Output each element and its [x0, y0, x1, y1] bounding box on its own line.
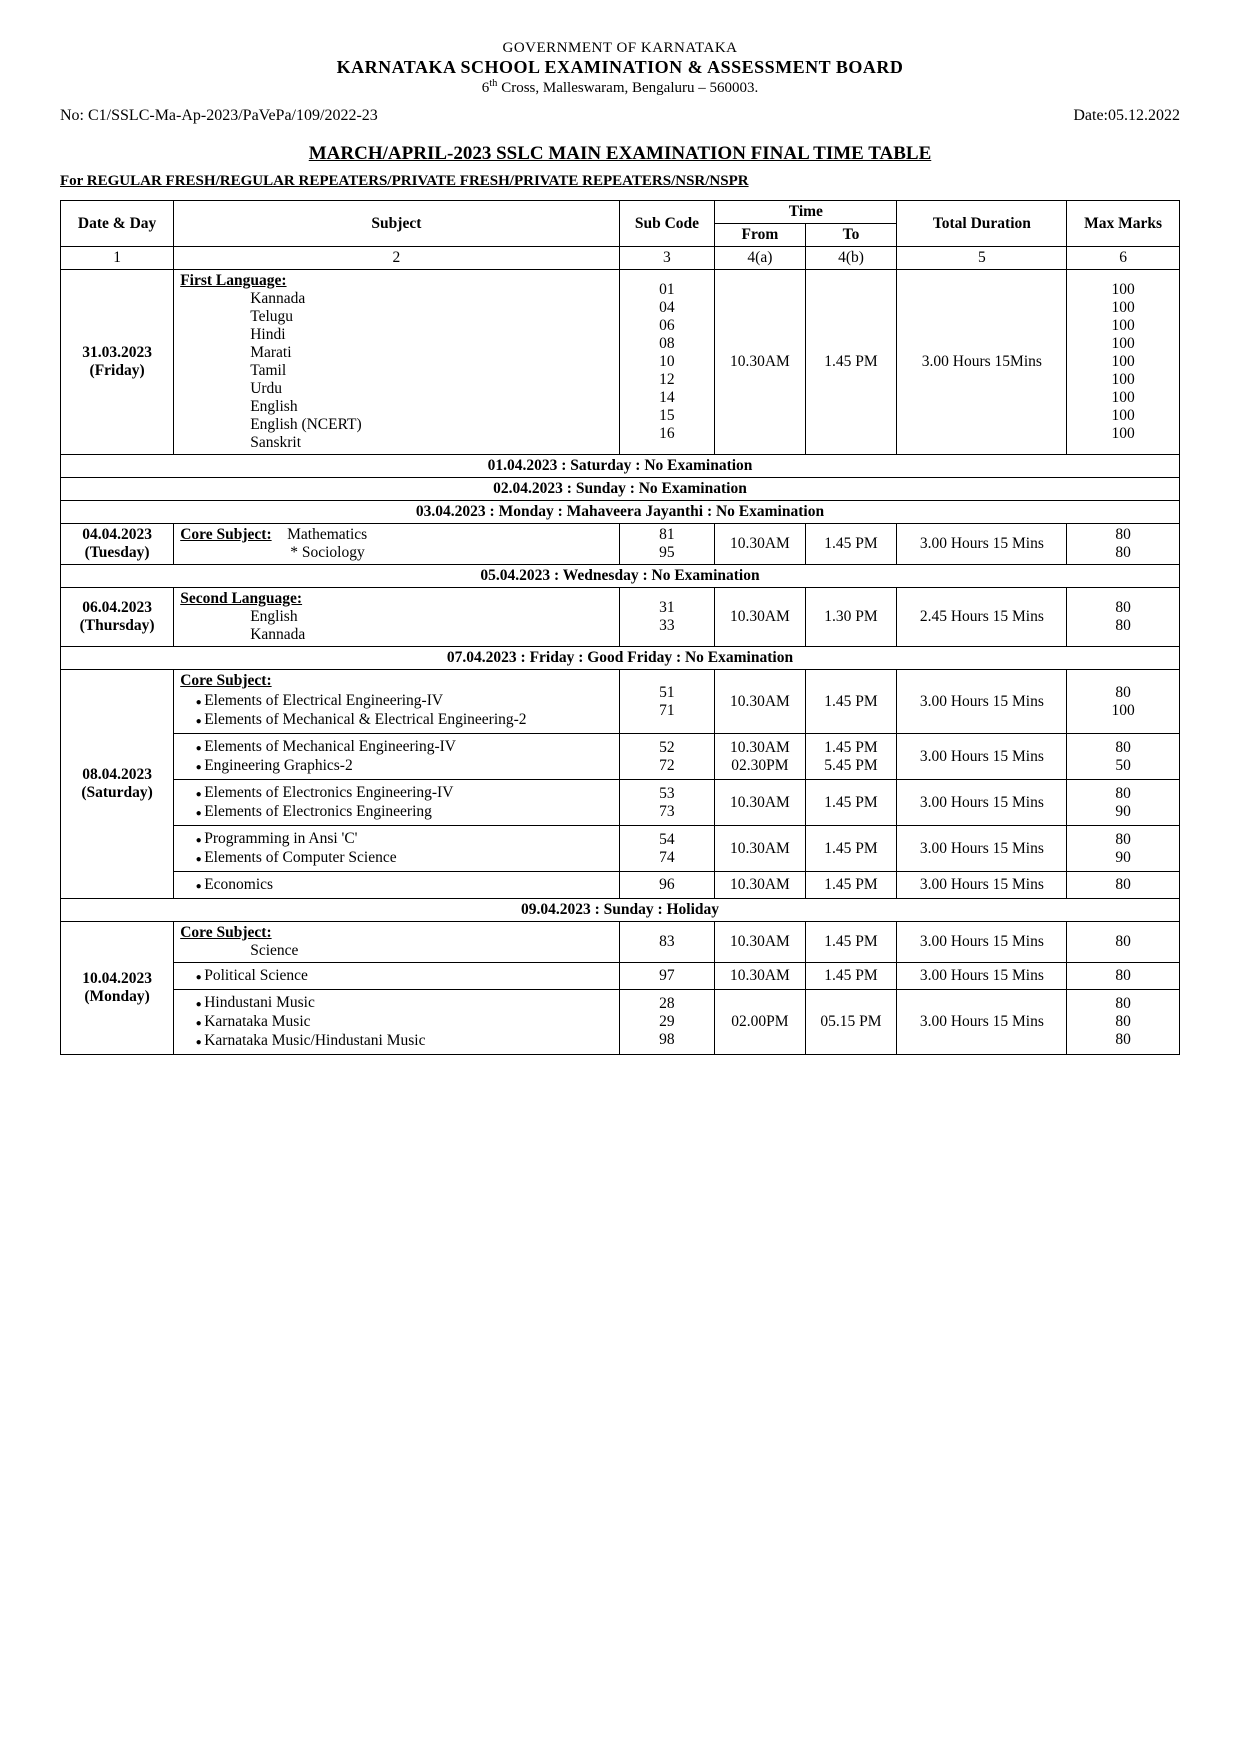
col-date: Date & Day: [61, 201, 174, 247]
no-exam-row: 02.04.2023 : Sunday : No Examination: [61, 478, 1180, 501]
col-subject: Subject: [174, 201, 619, 247]
row-core-science: 10.04.2023 (Monday) Core Subject: Scienc…: [61, 922, 1180, 963]
main-title: MARCH/APRIL-2023 SSLC MAIN EXAMINATION F…: [60, 143, 1180, 165]
row-first-language: 31.03.2023 (Friday) First Language: Kann…: [61, 270, 1180, 455]
date-cell: 31.03.2023 (Friday): [61, 270, 174, 455]
header-numbers: 1 2 3 4(a) 4(b) 5 6: [61, 247, 1180, 270]
row-second-language: 06.04.2023 (Thursday) Second Language: E…: [61, 588, 1180, 647]
document-header: GOVERNMENT OF KARNATAKA KARNATAKA SCHOOL…: [60, 40, 1180, 97]
col-duration: Total Duration: [897, 201, 1067, 247]
meta-row: No: C1/SSLC-Ma-Ap-2023/PaVePa/109/2022-2…: [60, 107, 1180, 125]
code-cell: 01 04 06 08 10 12 14 15 16: [619, 270, 715, 455]
subtitle: For REGULAR FRESH/REGULAR REPEATERS/PRIV…: [60, 173, 1180, 190]
gov-line: GOVERNMENT OF KARNATAKA: [60, 40, 1180, 57]
col-code: Sub Code: [619, 201, 715, 247]
subject-cell: First Language: Kannada Telugu Hindi Mar…: [174, 270, 619, 455]
issue-date: Date:05.12.2022: [1073, 107, 1180, 125]
no-exam-row: 05.04.2023 : Wednesday : No Examination: [61, 565, 1180, 588]
ref-number: No: C1/SSLC-Ma-Ap-2023/PaVePa/109/2022-2…: [60, 107, 378, 125]
header-row-1: Date & Day Subject Sub Code Time Total D…: [61, 201, 1180, 224]
col-time: Time: [715, 201, 897, 224]
board-line: KARNATAKA SCHOOL EXAMINATION & ASSESSMEN…: [60, 57, 1180, 78]
to-cell: 1.45 PM: [805, 270, 897, 455]
from-cell: 10.30AM: [715, 270, 805, 455]
duration-cell: 3.00 Hours 15Mins: [897, 270, 1067, 455]
no-exam-row: 03.04.2023 : Monday : Mahaveera Jayanthi…: [61, 501, 1180, 524]
col-to: To: [805, 224, 897, 247]
row-core-engineering: 08.04.2023 (Saturday) Core Subject: Elem…: [61, 670, 1180, 734]
col-from: From: [715, 224, 805, 247]
no-exam-row: 01.04.2023 : Saturday : No Examination: [61, 455, 1180, 478]
address-line: 6th Cross, Malleswaram, Bengaluru – 5600…: [60, 78, 1180, 97]
timetable: Date & Day Subject Sub Code Time Total D…: [60, 200, 1180, 1055]
marks-cell: 100 100 100 100 100 100 100 100 100: [1067, 270, 1180, 455]
col-marks: Max Marks: [1067, 201, 1180, 247]
no-exam-row: 09.04.2023 : Sunday : Holiday: [61, 899, 1180, 922]
no-exam-row: 07.04.2023 : Friday : Good Friday : No E…: [61, 647, 1180, 670]
row-core-math: 04.04.2023 (Tuesday) Core Subject: Mathe…: [61, 524, 1180, 565]
